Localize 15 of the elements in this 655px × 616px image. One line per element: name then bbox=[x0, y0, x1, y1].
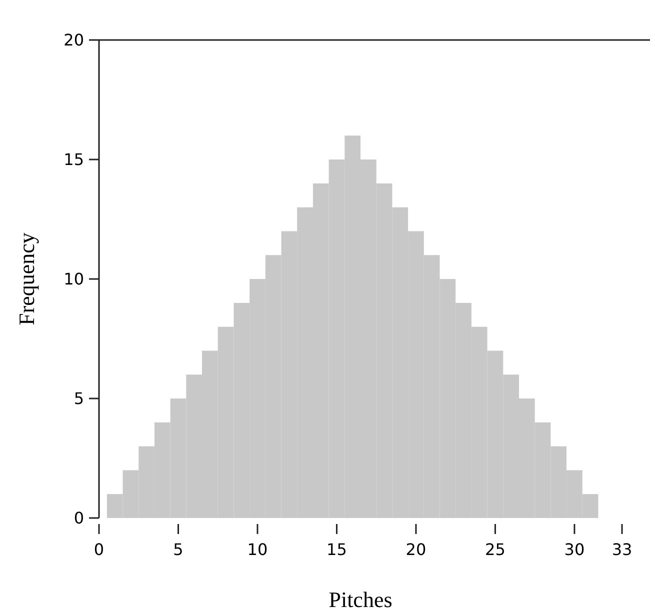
x-tick-label: 20 bbox=[406, 540, 426, 559]
x-tick-label: 30 bbox=[564, 540, 585, 559]
x-tick-label: 25 bbox=[485, 540, 506, 559]
x-axis-title: Pitches bbox=[328, 587, 392, 612]
x-tick-label: 0 bbox=[94, 540, 104, 559]
y-tick-label: 0 bbox=[74, 508, 84, 528]
x-tick-label: 10 bbox=[247, 540, 268, 559]
y-tick-label: 15 bbox=[64, 150, 84, 170]
x-tick-label: 5 bbox=[173, 540, 184, 559]
x-tick-label: 15 bbox=[326, 540, 347, 559]
y-tick-label: 20 bbox=[64, 30, 84, 50]
x-tick-label: 33 bbox=[612, 540, 632, 559]
y-axis-title: Frequency bbox=[14, 232, 39, 326]
y-tick-label: 10 bbox=[64, 270, 84, 289]
y-tick-label: 5 bbox=[74, 389, 84, 408]
